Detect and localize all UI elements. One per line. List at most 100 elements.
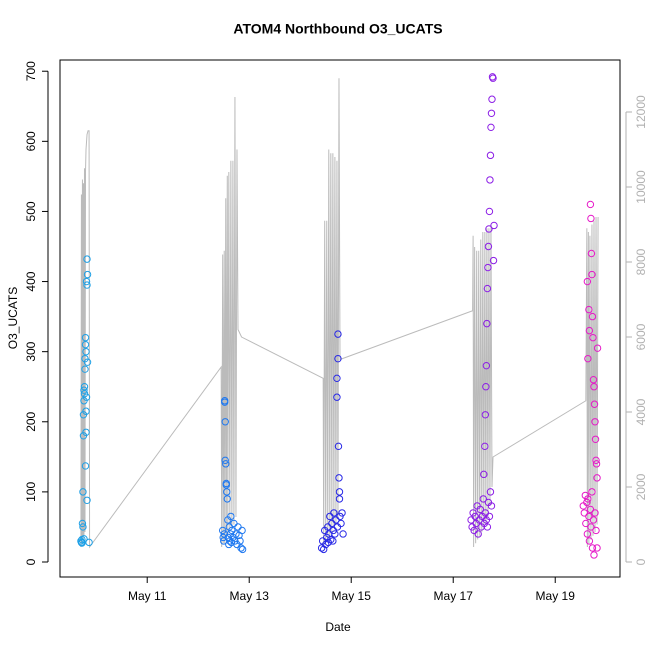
point: [587, 523, 595, 531]
point: [593, 544, 601, 552]
x-tick-label: May 15: [332, 589, 372, 603]
point: [482, 361, 491, 370]
altitude-line: [80, 78, 599, 549]
point: [335, 495, 344, 503]
point: [223, 488, 231, 496]
point: [587, 249, 596, 258]
point: [82, 407, 90, 415]
point: [584, 354, 592, 363]
point: [83, 255, 91, 263]
y2-tick-label: 6000: [634, 323, 648, 350]
point: [221, 418, 229, 426]
point: [481, 442, 489, 451]
point: [219, 533, 227, 542]
point: [483, 319, 491, 328]
point: [221, 398, 229, 406]
point: [335, 474, 343, 482]
point: [485, 512, 494, 521]
point: [488, 95, 496, 103]
point: [331, 530, 339, 538]
point: [579, 502, 587, 510]
x-tick-label: May 19: [536, 589, 576, 603]
point: [591, 509, 599, 517]
point: [487, 123, 495, 132]
point: [490, 221, 498, 230]
point: [583, 277, 592, 286]
point: [590, 400, 599, 408]
point: [589, 516, 598, 524]
x-tick-label: May 11: [128, 589, 167, 603]
point: [480, 470, 488, 479]
point: [485, 207, 494, 216]
point: [81, 340, 90, 349]
point: [486, 176, 494, 184]
point: [83, 496, 91, 504]
y2-tick-label: 12000: [634, 95, 648, 129]
point: [586, 200, 595, 209]
point: [227, 512, 235, 521]
point: [338, 509, 346, 517]
point: [485, 225, 493, 233]
point: [486, 151, 495, 160]
point: [319, 545, 328, 554]
point: [238, 545, 247, 554]
point: [223, 495, 231, 503]
point: [591, 435, 600, 444]
y-tick-label: 600: [24, 131, 38, 151]
point: [333, 523, 342, 531]
point: [78, 539, 86, 547]
point: [221, 456, 229, 465]
point: [588, 312, 597, 321]
point: [591, 418, 599, 426]
y2-tick-label: 4000: [634, 398, 648, 425]
point: [589, 333, 597, 342]
x-axis-label: Date: [325, 620, 351, 634]
point: [592, 456, 600, 465]
point: [334, 442, 343, 451]
point: [83, 358, 92, 366]
point: [81, 365, 89, 373]
y-tick-label: 400: [24, 271, 38, 291]
point: [583, 530, 592, 538]
point: [80, 386, 88, 394]
point: [82, 428, 90, 436]
y2-tick-label: 10000: [634, 170, 648, 204]
point: [329, 537, 337, 545]
point: [484, 263, 492, 272]
x-tick-label: May 17: [434, 589, 474, 603]
point: [218, 526, 227, 535]
point: [236, 537, 244, 545]
point: [481, 411, 490, 419]
point: [592, 526, 600, 535]
y-tick-label: 700: [24, 61, 38, 81]
point: [82, 347, 90, 356]
point: [81, 333, 90, 342]
y-tick-label: 0: [24, 558, 38, 565]
point: [83, 270, 92, 279]
point: [222, 460, 230, 468]
point: [81, 462, 90, 470]
point: [83, 281, 91, 289]
point: [85, 538, 93, 547]
point: [476, 505, 484, 514]
point: [479, 495, 488, 503]
y-tick-label: 300: [24, 341, 38, 361]
point: [487, 109, 496, 117]
point: [79, 523, 87, 531]
point: [487, 502, 496, 510]
point: [582, 519, 590, 528]
point: [225, 540, 233, 549]
point: [234, 523, 242, 531]
point: [78, 519, 87, 528]
point: [589, 376, 598, 384]
point: [587, 214, 595, 223]
point: [580, 509, 588, 517]
point: [322, 540, 330, 549]
point: [333, 393, 341, 401]
point: [585, 305, 593, 314]
point: [80, 383, 89, 391]
point: [333, 374, 341, 383]
y2-tick-label: 0: [634, 558, 648, 565]
